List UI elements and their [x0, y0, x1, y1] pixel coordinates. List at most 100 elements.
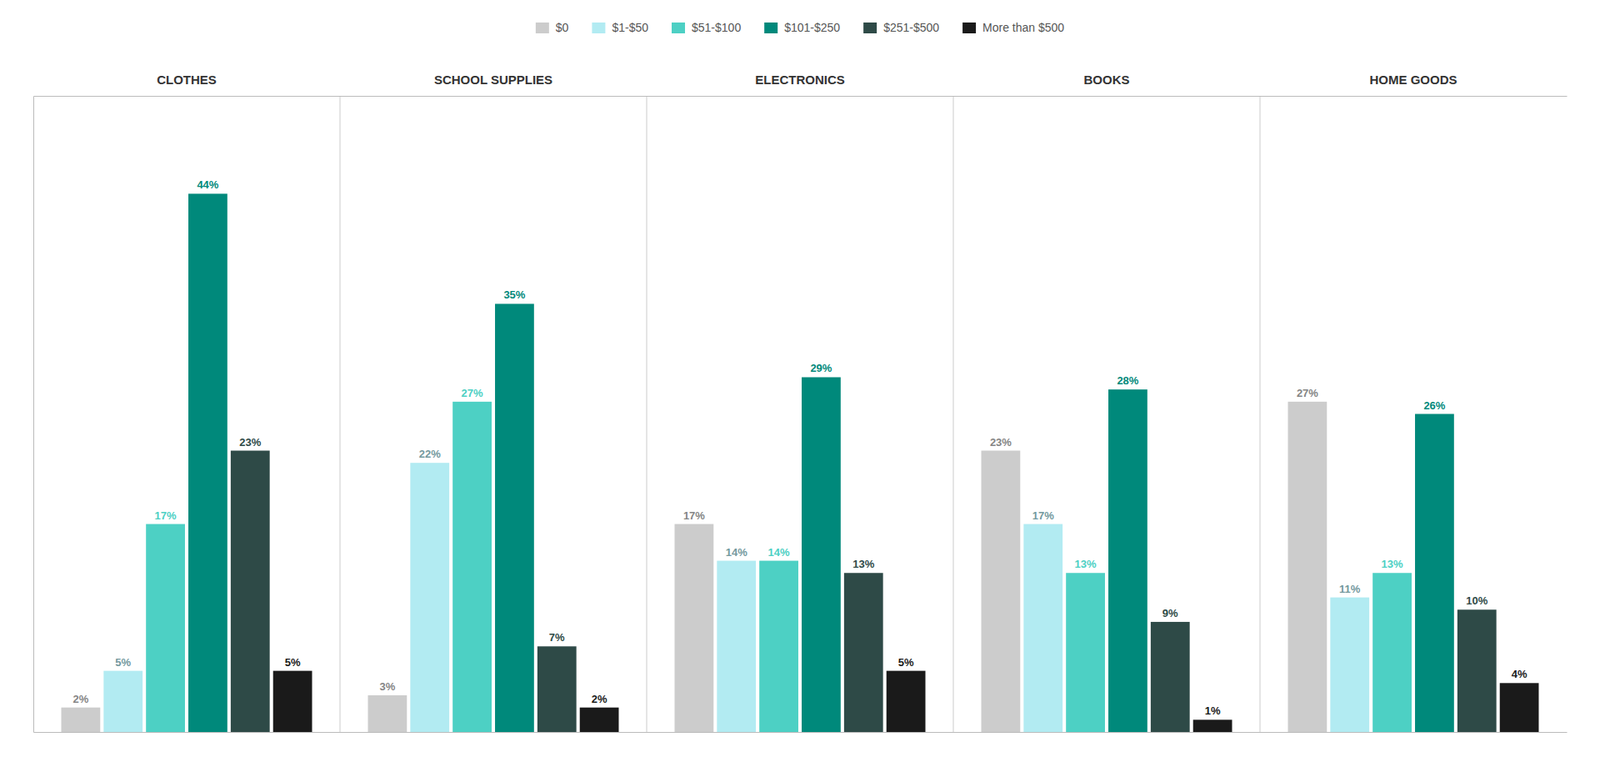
- bar: [1150, 621, 1190, 732]
- x-axis-bottom: [34, 731, 1568, 733]
- category-label: BOOKS: [1083, 72, 1130, 87]
- y-axis: [33, 96, 35, 733]
- bar: [580, 707, 620, 732]
- legend-item: $101-$250: [764, 20, 840, 35]
- legend-label: $251-$500: [883, 20, 940, 35]
- bars: [61, 193, 1540, 732]
- data-label: 35%: [503, 288, 525, 301]
- bar: [675, 524, 715, 732]
- data-label: 10%: [1465, 594, 1488, 607]
- bar: [230, 450, 270, 732]
- legend-item: $1-$50: [591, 20, 649, 35]
- bar: [368, 695, 408, 732]
- y-axis-line: [33, 96, 35, 733]
- data-label: 9%: [1162, 606, 1179, 620]
- data-label: 5%: [898, 655, 915, 669]
- category-label: ELECTRONICS: [755, 72, 845, 87]
- data-label: 13%: [1381, 557, 1404, 570]
- data-label: 13%: [852, 557, 875, 570]
- data-label: 29%: [810, 361, 832, 375]
- data-label: 28%: [1116, 374, 1139, 387]
- data-label: 3%: [379, 680, 395, 693]
- category-tick: SCHOOL SUPPLIES: [434, 72, 553, 87]
- bar: [844, 572, 884, 732]
- data-label: 2%: [72, 692, 89, 705]
- data-label: 17%: [155, 509, 177, 522]
- data-label: 14%: [725, 545, 748, 559]
- data-label: 23%: [990, 435, 1012, 449]
- bar: [410, 462, 450, 732]
- bar: [273, 670, 313, 732]
- data-label: 4%: [1511, 667, 1528, 680]
- data-labels: 2%3%17%23%27%5%22%14%17%11%17%27%14%13%1…: [72, 178, 1527, 717]
- bar: [1330, 597, 1370, 732]
- legend-label: $0: [555, 20, 570, 35]
- bar: [537, 645, 577, 732]
- data-label: 22%: [419, 447, 441, 460]
- bar: [981, 450, 1021, 732]
- bar: [886, 670, 926, 732]
- bar: [103, 670, 143, 732]
- bar: [452, 401, 492, 732]
- data-label: 17%: [683, 509, 705, 522]
- category-tick: BOOKS: [1083, 72, 1130, 87]
- legend: $0 $1-$50 $51-$100 $101-$250 $251-$500 More t…: [535, 20, 1065, 35]
- legend-swatch: [764, 22, 778, 34]
- divider: [339, 95, 341, 732]
- data-label: 26%: [1423, 399, 1445, 412]
- legend-label: More than $500: [982, 20, 1065, 35]
- legend-item: $51-$100: [671, 20, 741, 35]
- legend-swatch: [535, 22, 550, 34]
- data-label: 17%: [1032, 509, 1055, 522]
- bar: [759, 560, 799, 732]
- bar: [1372, 572, 1412, 732]
- bar: [801, 376, 841, 732]
- data-label: 23%: [239, 435, 261, 449]
- data-label: 7%: [549, 630, 565, 644]
- data-label: 5%: [285, 655, 301, 669]
- data-label: 13%: [1075, 557, 1097, 570]
- data-label: 1%: [1205, 704, 1221, 717]
- category-tick: CLOTHES: [156, 72, 217, 87]
- legend-item: $0: [535, 20, 570, 35]
- bar: [1288, 401, 1328, 732]
- divider: [1259, 95, 1261, 732]
- chart: CLOTHES SCHOOL SUPPLIES ELECTRONICS BOOKS HO…: [0, 0, 1600, 757]
- x-axis-line: [34, 731, 1568, 733]
- data-label: 2%: [591, 692, 608, 705]
- bar: [1415, 414, 1455, 733]
- x-axis-top-line: [34, 95, 1568, 97]
- divider: [952, 95, 955, 732]
- legend-swatch: [863, 22, 877, 34]
- bar: [188, 193, 228, 732]
- bar: [61, 707, 101, 732]
- x-axis-top: CLOTHES SCHOOL SUPPLIES ELECTRONICS BOOKS HO…: [34, 72, 1568, 97]
- category-tick: ELECTRONICS: [755, 72, 845, 87]
- bar: [1108, 389, 1148, 732]
- category-label: SCHOOL SUPPLIES: [434, 72, 553, 87]
- legend-item: More than $500: [962, 20, 1065, 35]
- data-label: 14%: [768, 545, 790, 559]
- category-label: HOME GOODS: [1369, 72, 1457, 87]
- legend-swatch: [591, 22, 605, 34]
- legend-label: $51-$100: [691, 20, 741, 35]
- bar: [1500, 682, 1540, 732]
- data-label: 11%: [1339, 582, 1361, 595]
- data-label: 44%: [196, 178, 219, 191]
- divider: [645, 95, 648, 732]
- bar: [1065, 572, 1105, 732]
- bar: [495, 303, 535, 732]
- bar: [1457, 609, 1497, 732]
- legend-item: $251-$500: [863, 20, 940, 35]
- legend-swatch: [671, 22, 685, 34]
- category-tick: HOME GOODS: [1369, 72, 1457, 87]
- category-label: CLOTHES: [156, 72, 217, 87]
- bar: [1023, 524, 1063, 732]
- legend-label: $1-$50: [611, 20, 649, 35]
- legend-label: $101-$250: [784, 20, 840, 35]
- plot: CLOTHES SCHOOL SUPPLIES ELECTRONICS BOOKS HO…: [34, 72, 1568, 733]
- bar: [145, 524, 185, 732]
- bar: [716, 560, 756, 732]
- data-label: 27%: [461, 386, 484, 400]
- legend-swatch: [962, 22, 976, 34]
